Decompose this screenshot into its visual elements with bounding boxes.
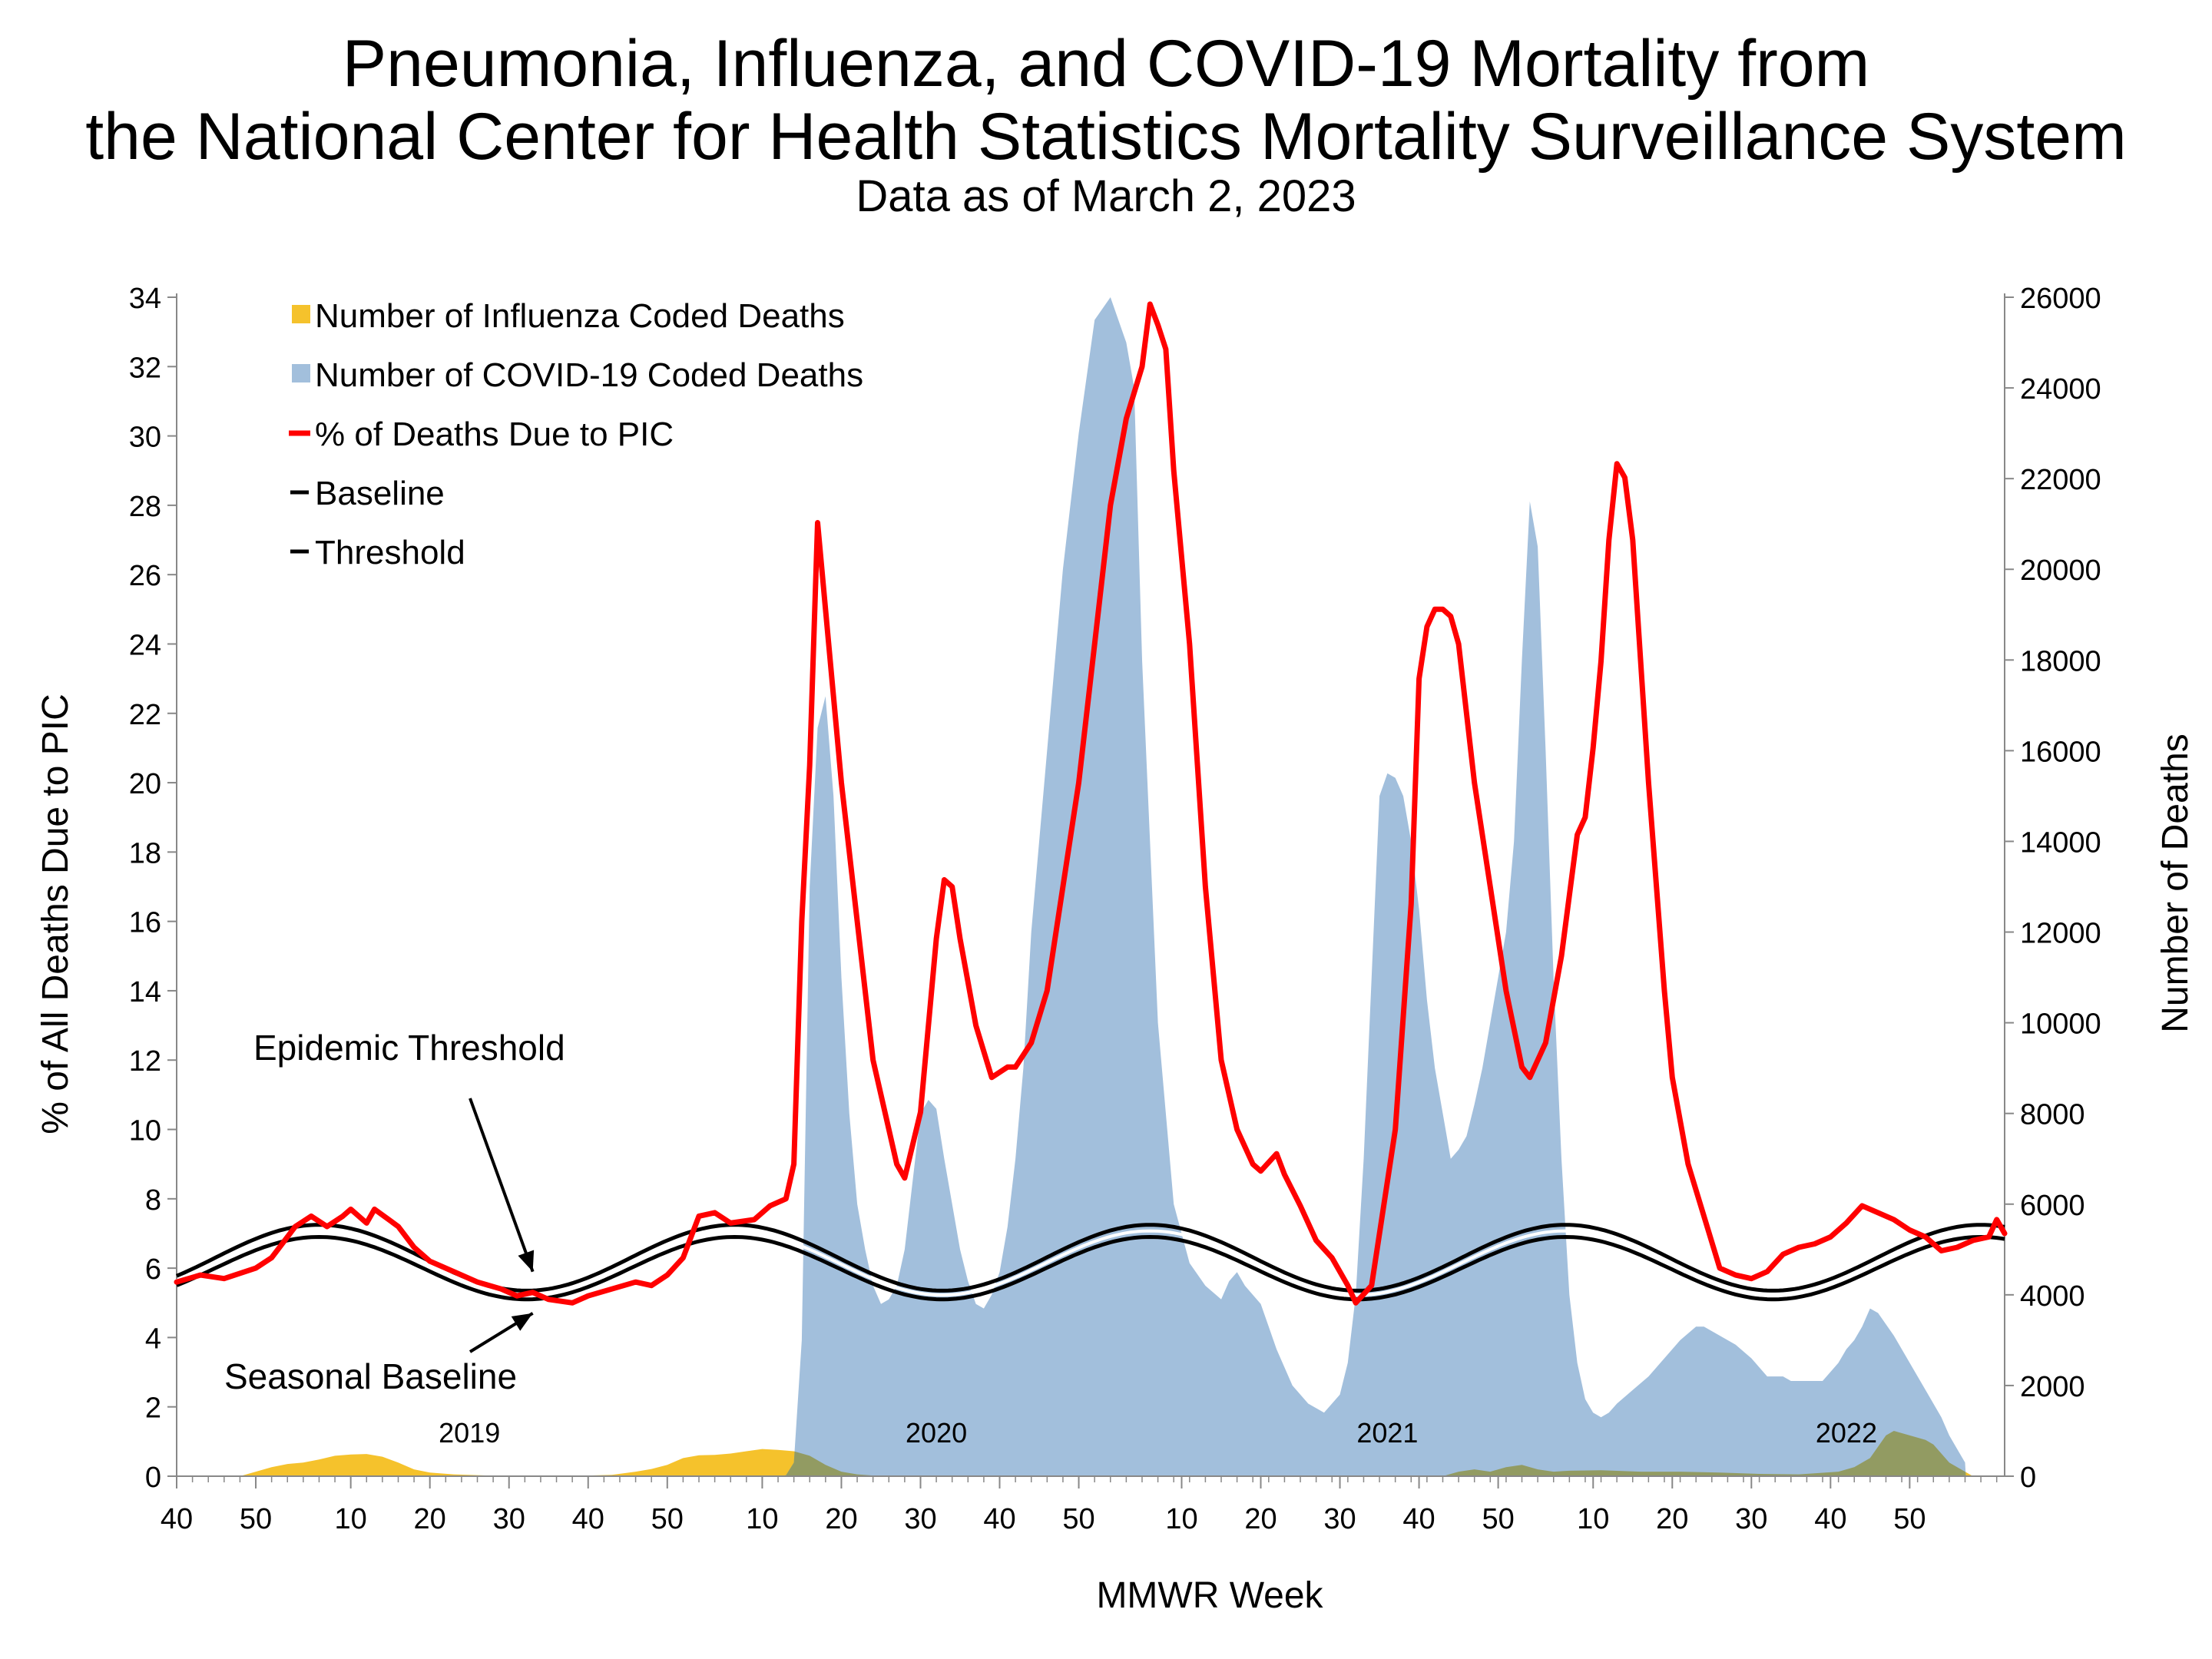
- legend-label: Number of COVID-19 Coded Deaths: [315, 356, 863, 394]
- y-tick-label-right: 8000: [2020, 1099, 2085, 1131]
- y-tick-label-right: 22000: [2020, 464, 2101, 496]
- x-axis-title: MMWR Week: [1096, 1575, 1323, 1616]
- flu-area-shape: [177, 1431, 1973, 1476]
- annotation-threshold-arrow-head: [518, 1250, 535, 1272]
- y-tick-label-left: 26: [129, 560, 161, 592]
- x-tick-label: 30: [904, 1503, 936, 1535]
- pic-line: [174, 301, 2008, 1306]
- y-tick-label-left: 32: [129, 352, 161, 384]
- x-tick-label: 20: [825, 1503, 857, 1535]
- year-label: 2021: [1356, 1417, 1418, 1449]
- chart-title: Pneumonia, Influenza, and COVID-19 Morta…: [342, 27, 1870, 101]
- chart-subtitle: Data as of March 2, 2023: [856, 171, 1356, 221]
- y-tick-label-left: 30: [129, 422, 161, 454]
- x-tick-label: 40: [572, 1503, 604, 1535]
- y-tick-label-left: 22: [129, 699, 161, 731]
- year-label: 2022: [1816, 1417, 1877, 1449]
- y-tick-label-left: 16: [129, 907, 161, 939]
- x-tick-label: 50: [1062, 1503, 1094, 1535]
- covid-deaths-area: [177, 297, 1966, 1476]
- legend-label: Threshold: [315, 534, 465, 571]
- x-tick-label: 40: [1402, 1503, 1435, 1535]
- y-tick-label-left: 4: [145, 1323, 161, 1355]
- y-tick-label-left: 6: [145, 1253, 161, 1286]
- y-tick-label-right: 24000: [2020, 373, 2101, 406]
- y-tick-label-right: 16000: [2020, 736, 2101, 768]
- y-tick-label-right: 20000: [2020, 555, 2101, 587]
- y-tick-label-right: 4000: [2020, 1280, 2085, 1313]
- legend-label: Number of Influenza Coded Deaths: [315, 297, 845, 335]
- y-tick-label-right: 10000: [2020, 1008, 2101, 1041]
- y-tick-label-right: 18000: [2020, 645, 2101, 677]
- y-tick-label-left: 12: [129, 1045, 161, 1078]
- y-tick-label-left: 34: [129, 283, 161, 315]
- baseline-line: [176, 1234, 2005, 1302]
- y-tick-label-left: 18: [129, 837, 161, 869]
- legend-label: % of Deaths Due to PIC: [315, 416, 674, 453]
- x-tick-label: 50: [1893, 1503, 1926, 1535]
- x-tick-label: 40: [161, 1503, 193, 1535]
- x-tick-label: 30: [1323, 1503, 1356, 1535]
- x-tick-label: 50: [240, 1503, 272, 1535]
- x-tick-label: 50: [651, 1503, 684, 1535]
- x-tick-label: 10: [335, 1503, 367, 1535]
- y-tick-label-right: 6000: [2020, 1190, 2085, 1222]
- x-tick-label: 30: [1735, 1503, 1767, 1535]
- y-tick-label-right: 0: [2020, 1462, 2036, 1494]
- annotation-baseline-arrow-head: [511, 1313, 533, 1331]
- x-tick-label: 50: [1482, 1503, 1514, 1535]
- annotation-threshold-arrow: [469, 1098, 535, 1273]
- chart-title-line2: the National Center for Health Statistic…: [85, 100, 2127, 174]
- x-tick-label: 30: [493, 1503, 525, 1535]
- y-tick-label-left: 28: [129, 491, 161, 523]
- year-label: 2020: [906, 1417, 967, 1449]
- chart-annotations: Epidemic Threshold Seasonal Baseline: [224, 1028, 565, 1396]
- covid-area-shape: [177, 297, 1966, 1476]
- x-tick-label: 40: [983, 1503, 1015, 1535]
- y-tick-label-right: 12000: [2020, 918, 2101, 950]
- annotation-epidemic-threshold: Epidemic Threshold: [253, 1028, 565, 1068]
- baseline-threshold-gap: [176, 1229, 2005, 1297]
- y-tick-label-left: 20: [129, 768, 161, 800]
- y-tick-label-left: 10: [129, 1115, 161, 1147]
- y-tick-label-left: 24: [129, 629, 161, 661]
- x-tick-label: 10: [746, 1503, 778, 1535]
- chart-axes: 0246810121416182022242628303234020004000…: [129, 283, 2101, 1535]
- legend-swatch-flu: [292, 305, 310, 323]
- y-axis-title-right: Number of Deaths: [2155, 733, 2196, 1033]
- chart-legend: Number of Influenza Coded Deaths Number o…: [289, 297, 863, 571]
- y-tick-label-left: 14: [129, 976, 161, 1008]
- x-tick-label: 20: [1244, 1503, 1277, 1535]
- legend-label: Baseline: [315, 475, 445, 512]
- y-tick-label-left: 8: [145, 1184, 161, 1217]
- year-label: 2019: [439, 1417, 500, 1449]
- year-labels: 2019 2020 2021 2022: [439, 1417, 1877, 1449]
- x-tick-label: 20: [414, 1503, 446, 1535]
- y-tick-label-right: 14000: [2020, 826, 2101, 859]
- x-tick-label: 10: [1165, 1503, 1197, 1535]
- x-tick-label: 20: [1656, 1503, 1688, 1535]
- x-tick-label: 10: [1577, 1503, 1609, 1535]
- legend-swatch-covid: [292, 364, 310, 382]
- y-tick-label-right: 26000: [2020, 283, 2101, 315]
- x-tick-label: 40: [1814, 1503, 1846, 1535]
- chart-lines: [174, 301, 2008, 1306]
- flu-deaths-area: [177, 1431, 1973, 1476]
- y-tick-label-left: 2: [145, 1392, 161, 1425]
- y-tick-label-right: 2000: [2020, 1371, 2085, 1403]
- annotation-seasonal-baseline: Seasonal Baseline: [224, 1356, 517, 1396]
- y-tick-label-left: 0: [145, 1462, 161, 1494]
- y-axis-title-left: % of All Deaths Due to PIC: [35, 694, 76, 1134]
